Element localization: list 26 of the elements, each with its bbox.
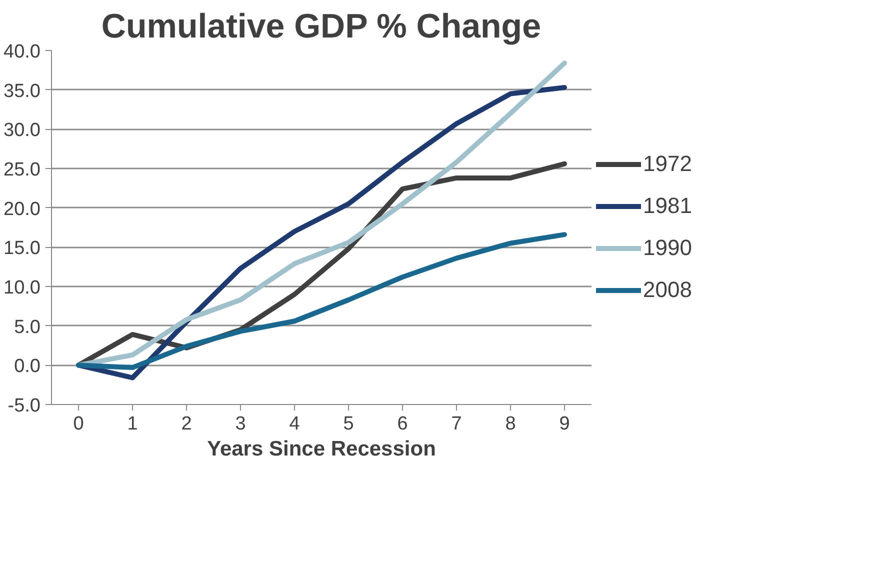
legend-label: 1972 (643, 151, 692, 177)
x-tick-label: 7 (451, 414, 462, 434)
y-tick-label: 35.0 (4, 80, 41, 102)
legend-label: 1981 (643, 193, 692, 219)
x-tick-label: 3 (235, 414, 246, 434)
x-tick-label: 1 (127, 414, 138, 434)
y-tick-label: 40.0 (4, 42, 41, 62)
x-tick-label: 5 (343, 414, 354, 434)
x-tick-label: 9 (559, 414, 570, 434)
chart-title: Cumulative GDP % Change (101, 8, 541, 46)
x-tick-label: 0 (73, 414, 84, 434)
x-axis-title: Years Since Recession (207, 438, 436, 460)
x-tick-label: 8 (505, 414, 516, 434)
legend-label: 1990 (643, 235, 692, 261)
x-tick-label: 4 (289, 414, 300, 434)
y-tick-label: 10.0 (4, 278, 41, 298)
y-tick-label: 5.0 (14, 316, 41, 338)
y-tick-label: 25.0 (4, 160, 41, 180)
y-tick-label: 15.0 (4, 238, 41, 260)
y-tick-label: 0.0 (14, 356, 41, 378)
y-tick-label: 30.0 (4, 120, 41, 142)
legend-label: 2008 (643, 277, 692, 303)
y-tick-label: -5.0 (8, 396, 41, 416)
y-tick-label: 20.0 (4, 198, 41, 220)
x-tick-label: 6 (397, 414, 408, 434)
x-tick-label: 2 (181, 414, 192, 434)
